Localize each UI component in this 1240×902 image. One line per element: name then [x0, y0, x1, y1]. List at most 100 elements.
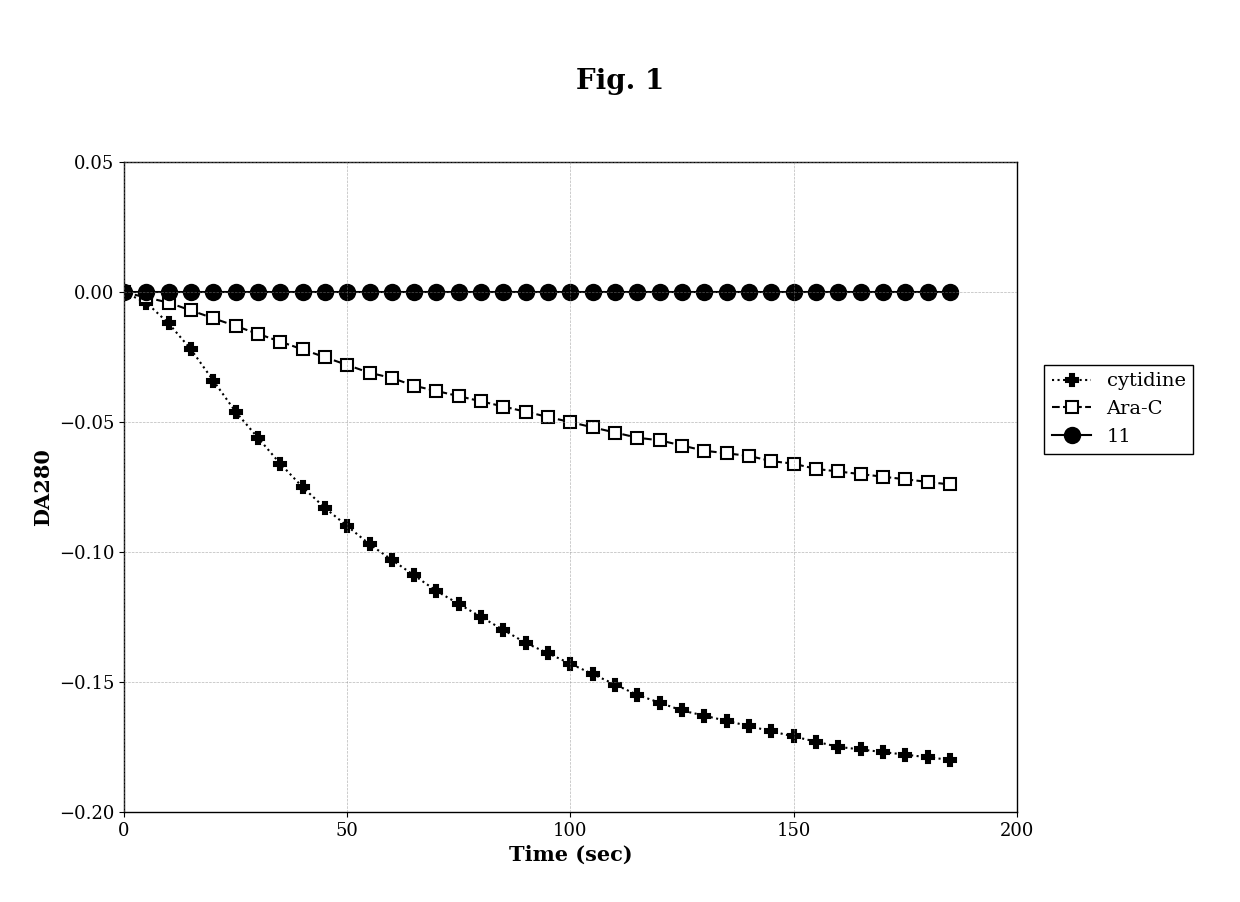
11 — [742, 287, 756, 298]
Ara-C — [942, 479, 957, 490]
cytidine — [563, 658, 578, 669]
cytidine — [652, 697, 667, 708]
11 — [697, 287, 712, 298]
cytidine — [675, 705, 689, 716]
Ara-C — [697, 446, 712, 456]
cytidine — [541, 648, 556, 658]
11 — [808, 287, 823, 298]
11 — [630, 287, 645, 298]
cytidine — [496, 624, 511, 635]
11 — [875, 287, 890, 298]
Y-axis label: DA280: DA280 — [33, 448, 53, 526]
Ara-C — [786, 458, 801, 469]
Ara-C — [518, 406, 533, 417]
cytidine — [831, 741, 846, 752]
11 — [184, 287, 198, 298]
Text: Fig. 1: Fig. 1 — [575, 68, 665, 95]
Line: cytidine: cytidine — [118, 286, 956, 766]
Ara-C — [474, 396, 489, 407]
Ara-C — [608, 428, 622, 438]
cytidine — [630, 689, 645, 700]
cytidine — [786, 731, 801, 741]
11 — [518, 287, 533, 298]
Ara-C — [742, 450, 756, 461]
Ara-C — [808, 464, 823, 474]
Ara-C — [675, 440, 689, 451]
Line: Ara-C: Ara-C — [118, 286, 956, 491]
11 — [139, 287, 154, 298]
cytidine — [184, 344, 198, 354]
cytidine — [273, 458, 288, 469]
cytidine — [340, 520, 355, 531]
X-axis label: Time (sec): Time (sec) — [508, 845, 632, 865]
Ara-C — [317, 352, 332, 363]
11 — [652, 287, 667, 298]
Legend: cytidine, Ara-C, 11: cytidine, Ara-C, 11 — [1044, 364, 1193, 454]
11 — [942, 287, 957, 298]
cytidine — [407, 570, 422, 581]
11 — [429, 287, 444, 298]
cytidine — [742, 721, 756, 732]
11 — [563, 287, 578, 298]
11 — [206, 287, 221, 298]
cytidine — [295, 482, 310, 492]
cytidine — [853, 744, 868, 755]
cytidine — [362, 538, 377, 549]
11 — [786, 287, 801, 298]
Ara-C — [384, 373, 399, 383]
Ara-C — [273, 336, 288, 347]
cytidine — [474, 612, 489, 622]
Ara-C — [585, 422, 600, 433]
11 — [496, 287, 511, 298]
cytidine — [898, 750, 913, 760]
cytidine — [451, 599, 466, 610]
cytidine — [764, 726, 779, 737]
cytidine — [161, 318, 176, 329]
cytidine — [384, 555, 399, 566]
11 — [541, 287, 556, 298]
11 — [340, 287, 355, 298]
cytidine — [228, 406, 243, 417]
Ara-C — [920, 476, 935, 487]
Ara-C — [898, 474, 913, 484]
cytidine — [117, 287, 131, 298]
Ara-C — [407, 381, 422, 391]
11 — [451, 287, 466, 298]
Ara-C — [429, 385, 444, 396]
cytidine — [942, 754, 957, 765]
cytidine — [719, 715, 734, 726]
11 — [920, 287, 935, 298]
cytidine — [518, 638, 533, 649]
Ara-C — [184, 305, 198, 316]
Ara-C — [340, 360, 355, 371]
Ara-C — [161, 298, 176, 308]
cytidine — [585, 668, 600, 679]
11 — [362, 287, 377, 298]
11 — [764, 287, 779, 298]
11 — [608, 287, 622, 298]
11 — [719, 287, 734, 298]
Ara-C — [831, 466, 846, 477]
11 — [474, 287, 489, 298]
11 — [384, 287, 399, 298]
Ara-C — [362, 367, 377, 378]
Ara-C — [295, 344, 310, 354]
11 — [853, 287, 868, 298]
cytidine — [875, 747, 890, 758]
11 — [675, 287, 689, 298]
cytidine — [808, 736, 823, 747]
Ara-C — [206, 313, 221, 324]
Ara-C — [117, 287, 131, 298]
cytidine — [429, 585, 444, 596]
Ara-C — [228, 320, 243, 331]
cytidine — [697, 710, 712, 721]
11 — [898, 287, 913, 298]
cytidine — [206, 375, 221, 386]
cytidine — [317, 502, 332, 513]
Ara-C — [451, 391, 466, 401]
Ara-C — [496, 401, 511, 412]
Ara-C — [853, 469, 868, 480]
11 — [228, 287, 243, 298]
Ara-C — [139, 292, 154, 303]
cytidine — [139, 298, 154, 308]
